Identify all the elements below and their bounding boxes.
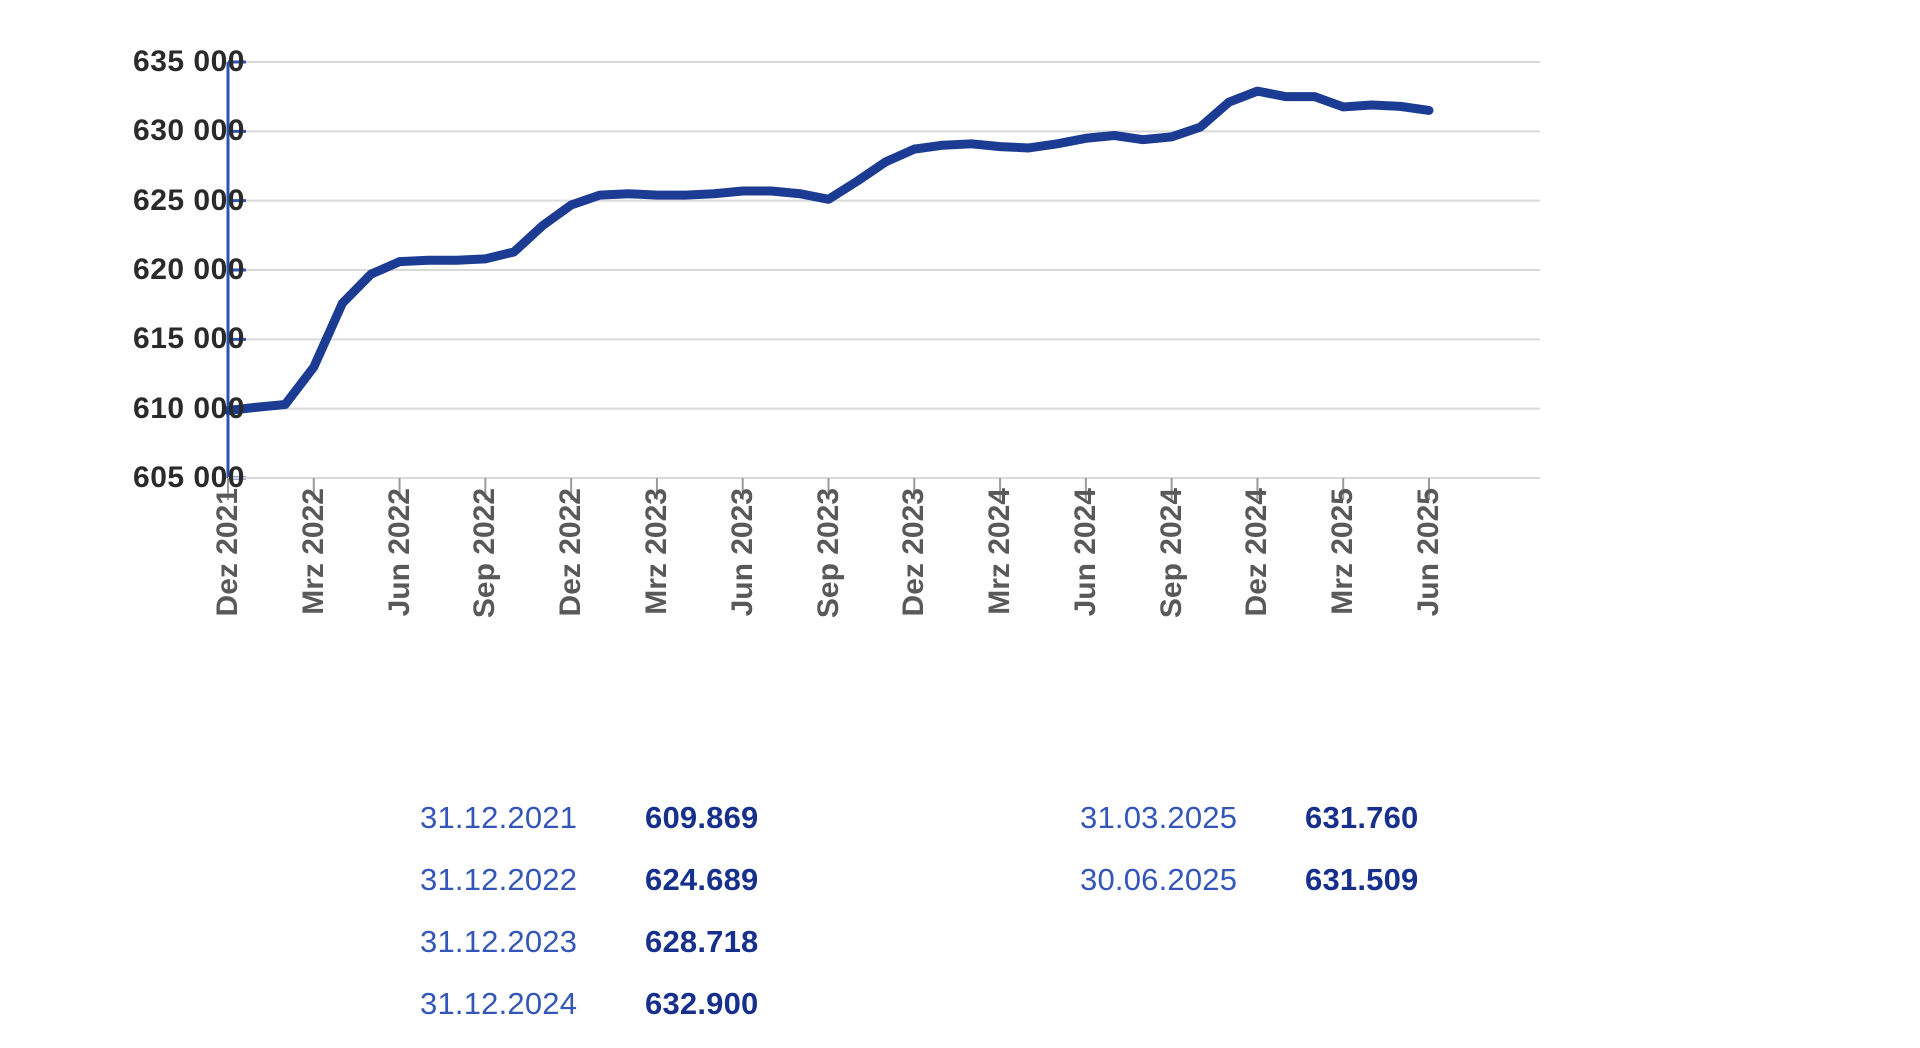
table-row: 30.06.2025 631.509 [1080, 862, 1505, 924]
y-axis-tick-label: 610 000 [133, 391, 245, 425]
x-axis-tick-label: Jun 2022 [382, 488, 416, 617]
x-axis-tick-label-cell: Dez 2023 [894, 488, 934, 698]
x-axis-tick-label-cell: Sep 2024 [1152, 488, 1192, 698]
x-axis-group [227, 477, 1540, 500]
x-axis-tick-label: Mrz 2022 [296, 488, 330, 615]
table-cell-date: 31.12.2021 [420, 800, 578, 835]
x-axis-tick-label: Sep 2022 [468, 488, 502, 619]
data-value-table: 31.12.2021 609.869 31.12.2022 624.689 31.12.… [0, 800, 1920, 1024]
x-axis-tick-label-cell: Dez 2021 [208, 488, 248, 698]
y-axis-tick-label: 625 000 [133, 183, 245, 217]
x-axis-tick-label: Sep 2024 [1154, 488, 1188, 619]
x-axis-tick-label-cell: Dez 2022 [551, 488, 591, 698]
x-axis-tick-label: Dez 2022 [554, 488, 588, 617]
x-axis-tick-label-cell: Jun 2024 [1066, 488, 1106, 698]
table-cell-date: 31.12.2024 [420, 986, 578, 1021]
y-axis-tick-labels: 635 000 630 000 625 000 620 000 615 000 610 0… [60, 0, 245, 800]
x-axis-tick-label-cell: Sep 2022 [465, 488, 505, 698]
chart-page: 635 000 630 000 625 000 620 000 615 000 610 0… [0, 0, 1920, 1024]
table-row: 31.03.2025 631.760 [1080, 800, 1505, 862]
y-axis-tick-label: 615 000 [133, 322, 245, 356]
x-axis-tick-label-cell: Dez 2024 [1237, 488, 1277, 698]
table-cell-value: 631.509 [1305, 862, 1419, 897]
chart-plot-svg [223, 60, 1540, 500]
x-axis-tick-label: Mrz 2024 [983, 488, 1017, 615]
x-axis-tick-label: Sep 2023 [811, 488, 845, 619]
x-axis-tick-label-cell: Jun 2025 [1409, 488, 1449, 698]
y-axis-tick-label: 630 000 [133, 114, 245, 148]
table-cell-value: 632.900 [645, 986, 759, 1021]
x-axis-tick-label-cell: Mrz 2022 [294, 488, 334, 698]
x-axis-tick-label: Mrz 2025 [1326, 488, 1360, 615]
x-axis-tick-label-cell: Jun 2023 [723, 488, 763, 698]
x-axis-tick-label-cell: Mrz 2025 [1323, 488, 1363, 698]
x-axis-tick-label: Dez 2023 [897, 488, 931, 617]
x-axis-tick-label: Jun 2023 [725, 488, 759, 617]
table-column-right: 31.03.2025 631.760 30.06.2025 631.509 [1080, 800, 1505, 924]
series-line-group [223, 86, 1434, 415]
table-row: 31.12.2023 628.718 [420, 924, 845, 986]
table-cell-value: 609.869 [645, 800, 759, 835]
table-cell-value: 628.718 [645, 924, 759, 959]
x-axis-tick-label-cell: Jun 2022 [380, 488, 420, 698]
x-axis-tick-label-cell: Sep 2023 [809, 488, 849, 698]
x-axis-tick-label: Mrz 2023 [639, 488, 673, 615]
line-chart: 635 000 630 000 625 000 620 000 615 000 610 0… [60, 0, 1540, 800]
x-axis-tick-label: Jun 2024 [1068, 488, 1102, 617]
table-cell-date: 30.06.2025 [1080, 862, 1238, 897]
table-cell-date: 31.03.2025 [1080, 800, 1238, 835]
x-axis-tick-label: Dez 2021 [211, 488, 244, 617]
x-axis-tick-labels: Dez 2021 Mrz 2022 Jun 2022 Sep 2022 Dez 2022… [208, 488, 1449, 698]
x-axis-tick-label-cell: Mrz 2024 [980, 488, 1020, 698]
table-column-left: 31.12.2021 609.869 31.12.2022 624.689 31.12.… [420, 800, 845, 1048]
table-row: 31.12.2021 609.869 [420, 800, 845, 862]
series-line [223, 86, 1434, 415]
y-axis-tick-label: 635 000 [133, 45, 245, 78]
table-row: 31.12.2022 624.689 [420, 862, 845, 924]
y-axis-tick-label: 620 000 [133, 253, 245, 286]
table-cell-value: 624.689 [645, 862, 759, 897]
x-axis-tick-label-cell: Mrz 2023 [637, 488, 677, 698]
table-cell-date: 31.12.2022 [420, 862, 578, 897]
x-axis-tick-label: Jun 2025 [1412, 488, 1445, 617]
table-row: 31.12.2024 632.900 [420, 986, 845, 1048]
x-axis-tick-label: Dez 2024 [1240, 488, 1274, 617]
table-cell-value: 631.760 [1305, 800, 1419, 835]
y-axis-tick-label: 605 000 [133, 461, 245, 494]
table-cell-date: 31.12.2023 [420, 924, 578, 959]
